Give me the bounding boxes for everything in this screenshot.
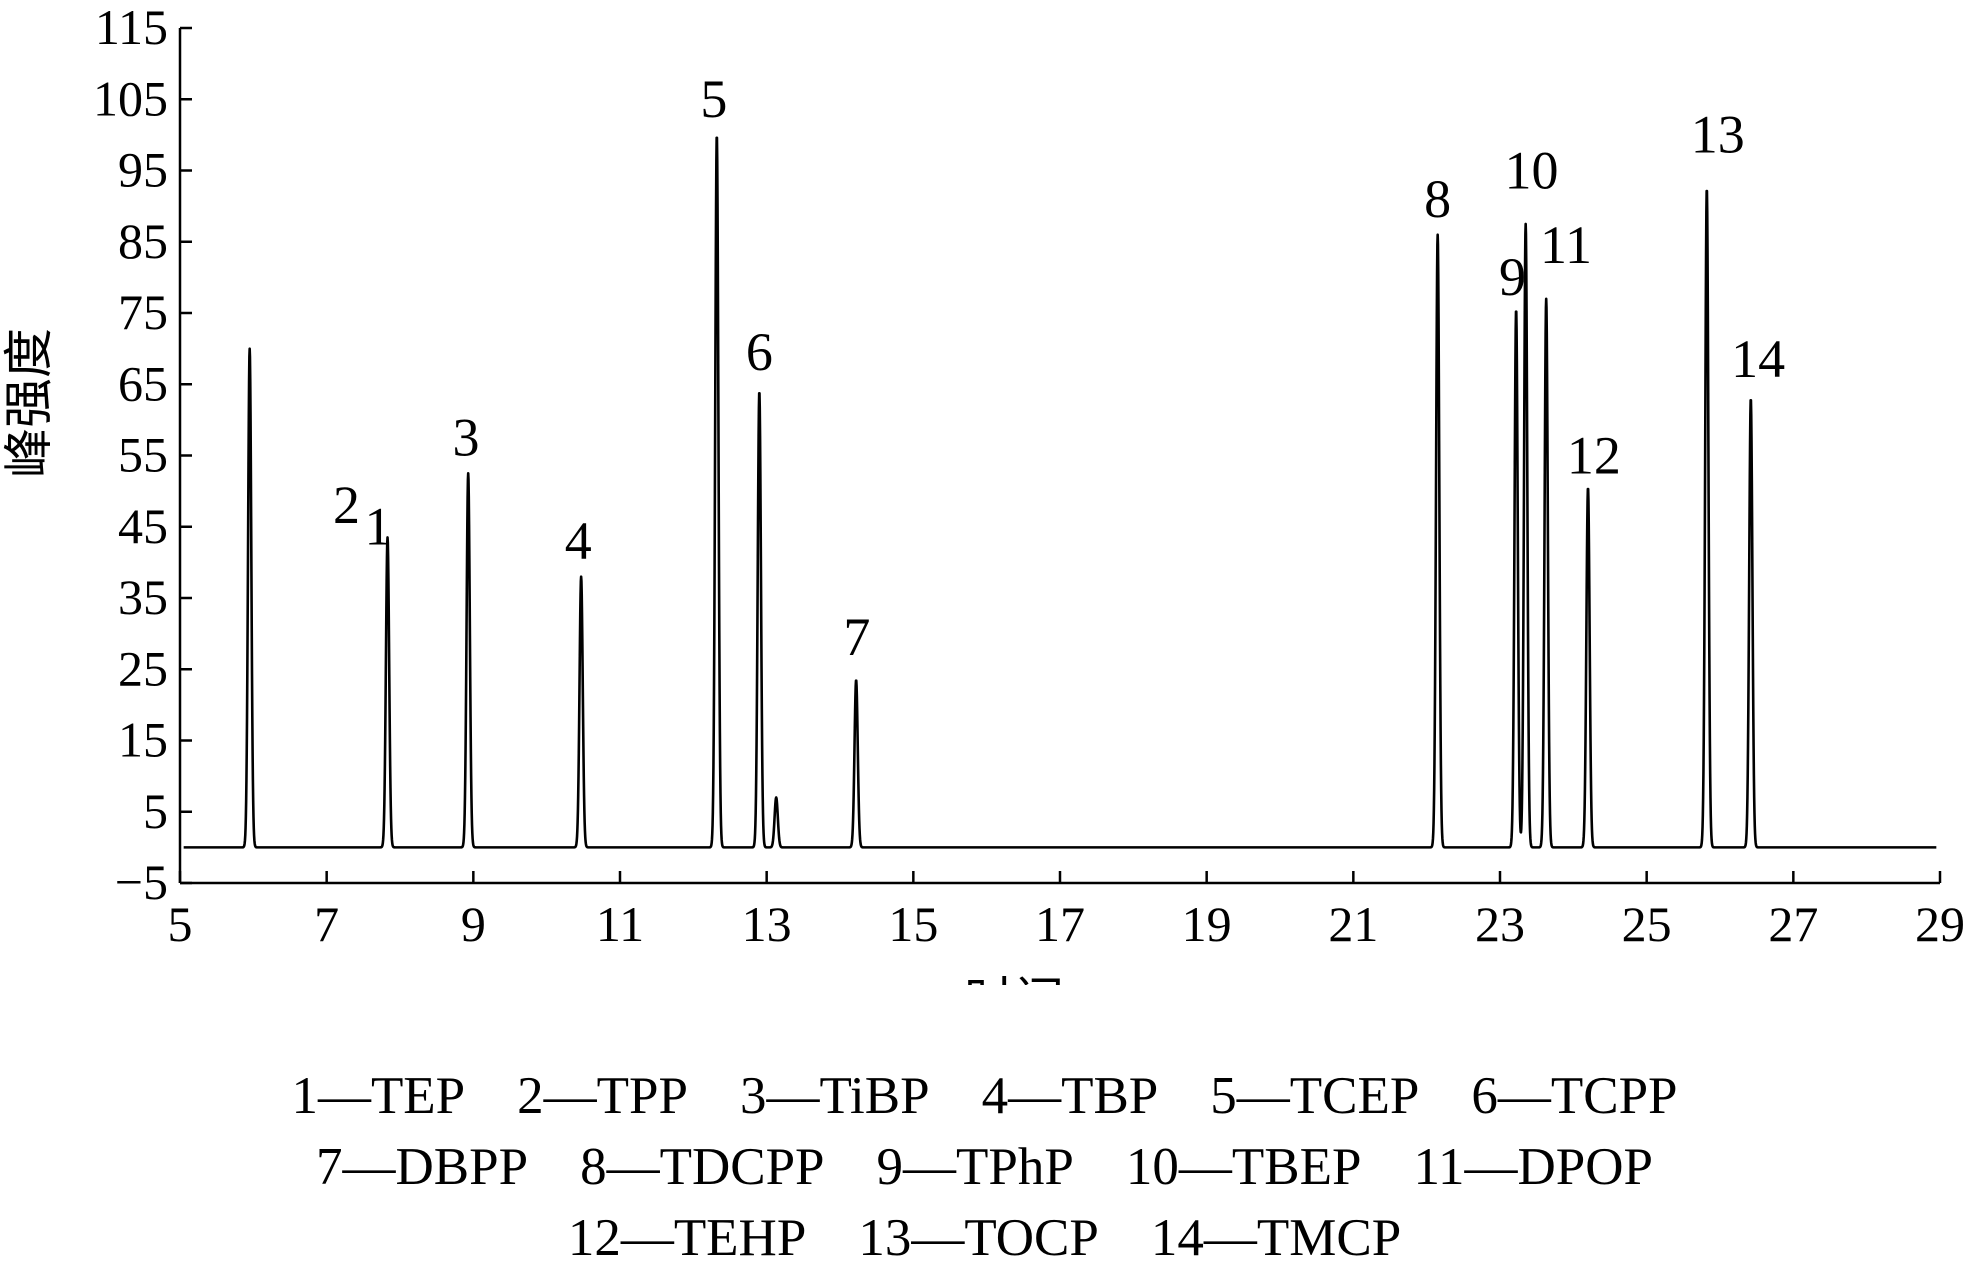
peak-label: 8	[1424, 169, 1451, 229]
y-tick-label: 115	[95, 0, 168, 55]
legend-item: 8—TDCPP	[580, 1141, 824, 1194]
y-tick-label: 105	[93, 70, 168, 126]
x-tick-label: 27	[1768, 896, 1818, 952]
peak-label: 13	[1691, 105, 1745, 165]
x-tick-label: 9	[461, 896, 486, 952]
peak-label: 14	[1731, 329, 1785, 389]
peak-label: 6	[746, 322, 773, 382]
peak-label: 10	[1505, 140, 1559, 200]
x-tick-label: 23	[1475, 896, 1525, 952]
y-tick-label: 85	[118, 213, 168, 269]
trace-group	[184, 135, 1937, 848]
peak-label: 9	[1499, 247, 1526, 307]
peak-label: 11	[1540, 215, 1592, 275]
legend-item: 4—TBP	[982, 1070, 1159, 1123]
y-tick-label: 5	[143, 783, 168, 839]
peak-label: 12	[1567, 425, 1621, 485]
peak-label: 4	[565, 511, 592, 571]
x-tick-label: 21	[1328, 896, 1378, 952]
legend-item: 13—TOCP	[858, 1212, 1099, 1265]
x-tick-label: 5	[168, 896, 193, 952]
x-tick-label: 25	[1622, 896, 1672, 952]
x-tick-label: 29	[1915, 896, 1965, 952]
legend-item: 5—TCEP	[1210, 1070, 1419, 1123]
y-tick-label: −5	[115, 854, 168, 910]
x-tick-label: 13	[742, 896, 792, 952]
legend-item: 7—DBPP	[316, 1141, 528, 1194]
legend-row-2: 7—DBPP 8—TDCPP 9—TPhP 10—TBEP 11—DPOP	[0, 1141, 1969, 1194]
x-tick-label: 19	[1182, 896, 1232, 952]
x-tick-label: 7	[314, 896, 339, 952]
legend-item: 10—TBEP	[1126, 1141, 1362, 1194]
y-tick-label: 55	[118, 427, 168, 483]
x-tick-label: 15	[888, 896, 938, 952]
y-tick-label: 25	[118, 640, 168, 696]
y-tick-label: 35	[118, 569, 168, 625]
legend-item: 2—TPP	[517, 1070, 688, 1123]
legend-item: 3—TiBP	[740, 1070, 930, 1123]
y-tick-label: 45	[118, 498, 168, 554]
x-tick-label: 11	[596, 896, 644, 952]
x-tick-label: 17	[1035, 896, 1085, 952]
legend-item: 6—TCPP	[1471, 1070, 1677, 1123]
legend-item: 12—TEHP	[568, 1212, 807, 1265]
chromatogram-line	[184, 138, 1937, 848]
x-axis-title: 时间/min	[964, 973, 1156, 985]
legend-row-3: 12—TEHP 13—TOCP 14—TMCP	[0, 1212, 1969, 1265]
y-tick-label: 15	[118, 712, 168, 768]
peak-label: 2	[333, 475, 360, 535]
y-tick-label: 65	[118, 355, 168, 411]
legend-item: 9—TPhP	[877, 1141, 1074, 1194]
peak-label: 7	[843, 607, 870, 667]
legend-row-1: 1—TEP 2—TPP 3—TiBP 4—TBP 5—TCEP 6—TCPP	[0, 1070, 1969, 1123]
legend-item: 11—DPOP	[1413, 1141, 1653, 1194]
y-tick-label: 75	[118, 284, 168, 340]
peak-label: 1	[365, 497, 392, 557]
peak-label: 5	[700, 69, 727, 129]
y-axis-title: 峰强度	[1, 328, 57, 478]
y-tick-label: 95	[118, 142, 168, 198]
peak-label: 3	[453, 408, 480, 468]
legend-item: 1—TEP	[291, 1070, 465, 1123]
legend-item: 14—TMCP	[1151, 1212, 1401, 1265]
